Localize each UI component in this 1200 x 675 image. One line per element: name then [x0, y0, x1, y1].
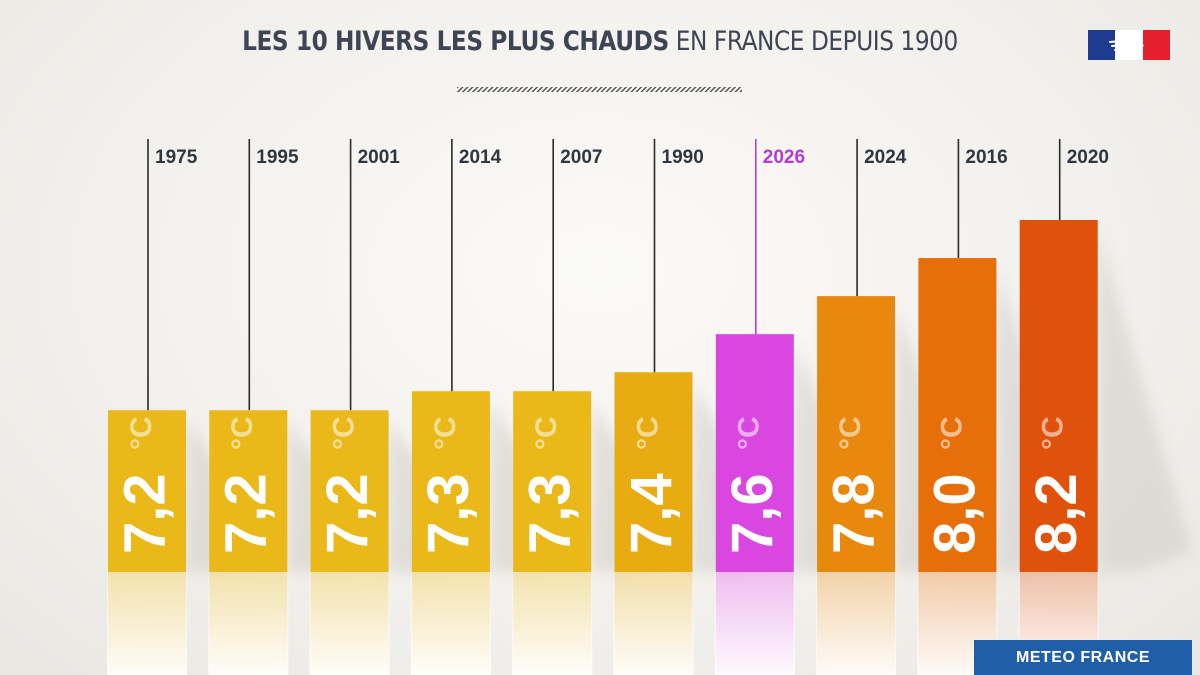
bar [513, 391, 592, 572]
value-label: 8,0 [923, 473, 988, 554]
reflection-fade [208, 572, 289, 675]
value-label-group: 7,3 °C [416, 416, 481, 554]
unit-label: °C [733, 416, 766, 450]
value-label: 7,8 [821, 473, 886, 554]
reflection-fade [309, 572, 390, 675]
year-label: 2020 [1067, 147, 1109, 168]
year-label: 1990 [662, 147, 704, 168]
unit-label: °C [530, 416, 563, 450]
year-label: 2001 [358, 147, 401, 168]
unit-label: °C [226, 416, 259, 450]
bar [715, 334, 794, 572]
value-label-group: 7,8 °C [821, 416, 886, 554]
reflection-fade [613, 572, 694, 675]
bar [614, 372, 693, 572]
value-label: 7,2 [315, 473, 380, 554]
value-label: 7,2 [214, 473, 279, 554]
title-divider [457, 87, 742, 92]
unit-label: °C [125, 416, 158, 450]
marianne-flag-icon [1088, 30, 1170, 60]
unit-label: °C [631, 416, 664, 450]
value-label-group: 8,0 °C [923, 416, 988, 554]
meteo-france-badge: METEO FRANCE [974, 640, 1192, 675]
value-label-group: 7,2 °C [214, 416, 279, 554]
unit-label: °C [935, 416, 968, 450]
year-label: 2016 [965, 147, 1007, 168]
value-label: 7,4 [619, 473, 684, 554]
title-light: EN FRANCE DEPUIS 1900 [675, 26, 959, 57]
value-label-group: 7,3 °C [518, 416, 583, 554]
unit-label: °C [1037, 416, 1070, 450]
bar [209, 410, 288, 572]
year-label: 1995 [256, 147, 299, 168]
year-label: 2024 [864, 147, 907, 168]
year-label: 2007 [560, 147, 602, 168]
year-label: 2014 [459, 147, 502, 168]
value-label-group: 7,6 °C [720, 416, 785, 554]
value-label: 7,2 [112, 473, 177, 554]
value-label: 7,3 [416, 473, 481, 554]
bar [817, 296, 896, 572]
unit-label: °C [429, 416, 462, 450]
reflection-fade [512, 572, 593, 675]
value-label: 7,3 [518, 473, 583, 554]
value-label-group: 8,2 °C [1024, 416, 1089, 554]
unit-label: °C [834, 416, 867, 450]
bar [918, 258, 997, 572]
value-label-group: 7,4 °C [619, 416, 684, 554]
value-label-group: 7,2 °C [112, 416, 177, 554]
page-title: LES 10 HIVERS LES PLUS CHAUDS EN FRANCE … [84, 26, 1116, 57]
year-label: 1975 [155, 147, 198, 168]
bar [411, 391, 490, 572]
title-bold: LES 10 HIVERS LES PLUS CHAUDS [242, 26, 669, 57]
value-label-group: 7,2 °C [315, 416, 380, 554]
reflection-fade [714, 572, 795, 675]
reflection-fade [410, 572, 491, 675]
reflection-fade [107, 572, 187, 675]
flag-red-stripe [1143, 30, 1170, 60]
bar [1019, 220, 1098, 572]
marianne-profile-icon [1109, 34, 1144, 56]
unit-label: °C [328, 416, 361, 450]
bar-shadow [1097, 230, 1193, 572]
bar [108, 410, 186, 572]
value-label: 8,2 [1024, 473, 1089, 554]
year-label: 2026 [763, 147, 805, 168]
value-label: 7,6 [720, 473, 785, 554]
bar [310, 410, 389, 572]
flag-blue-stripe [1088, 30, 1115, 60]
reflection-fade [816, 572, 897, 675]
